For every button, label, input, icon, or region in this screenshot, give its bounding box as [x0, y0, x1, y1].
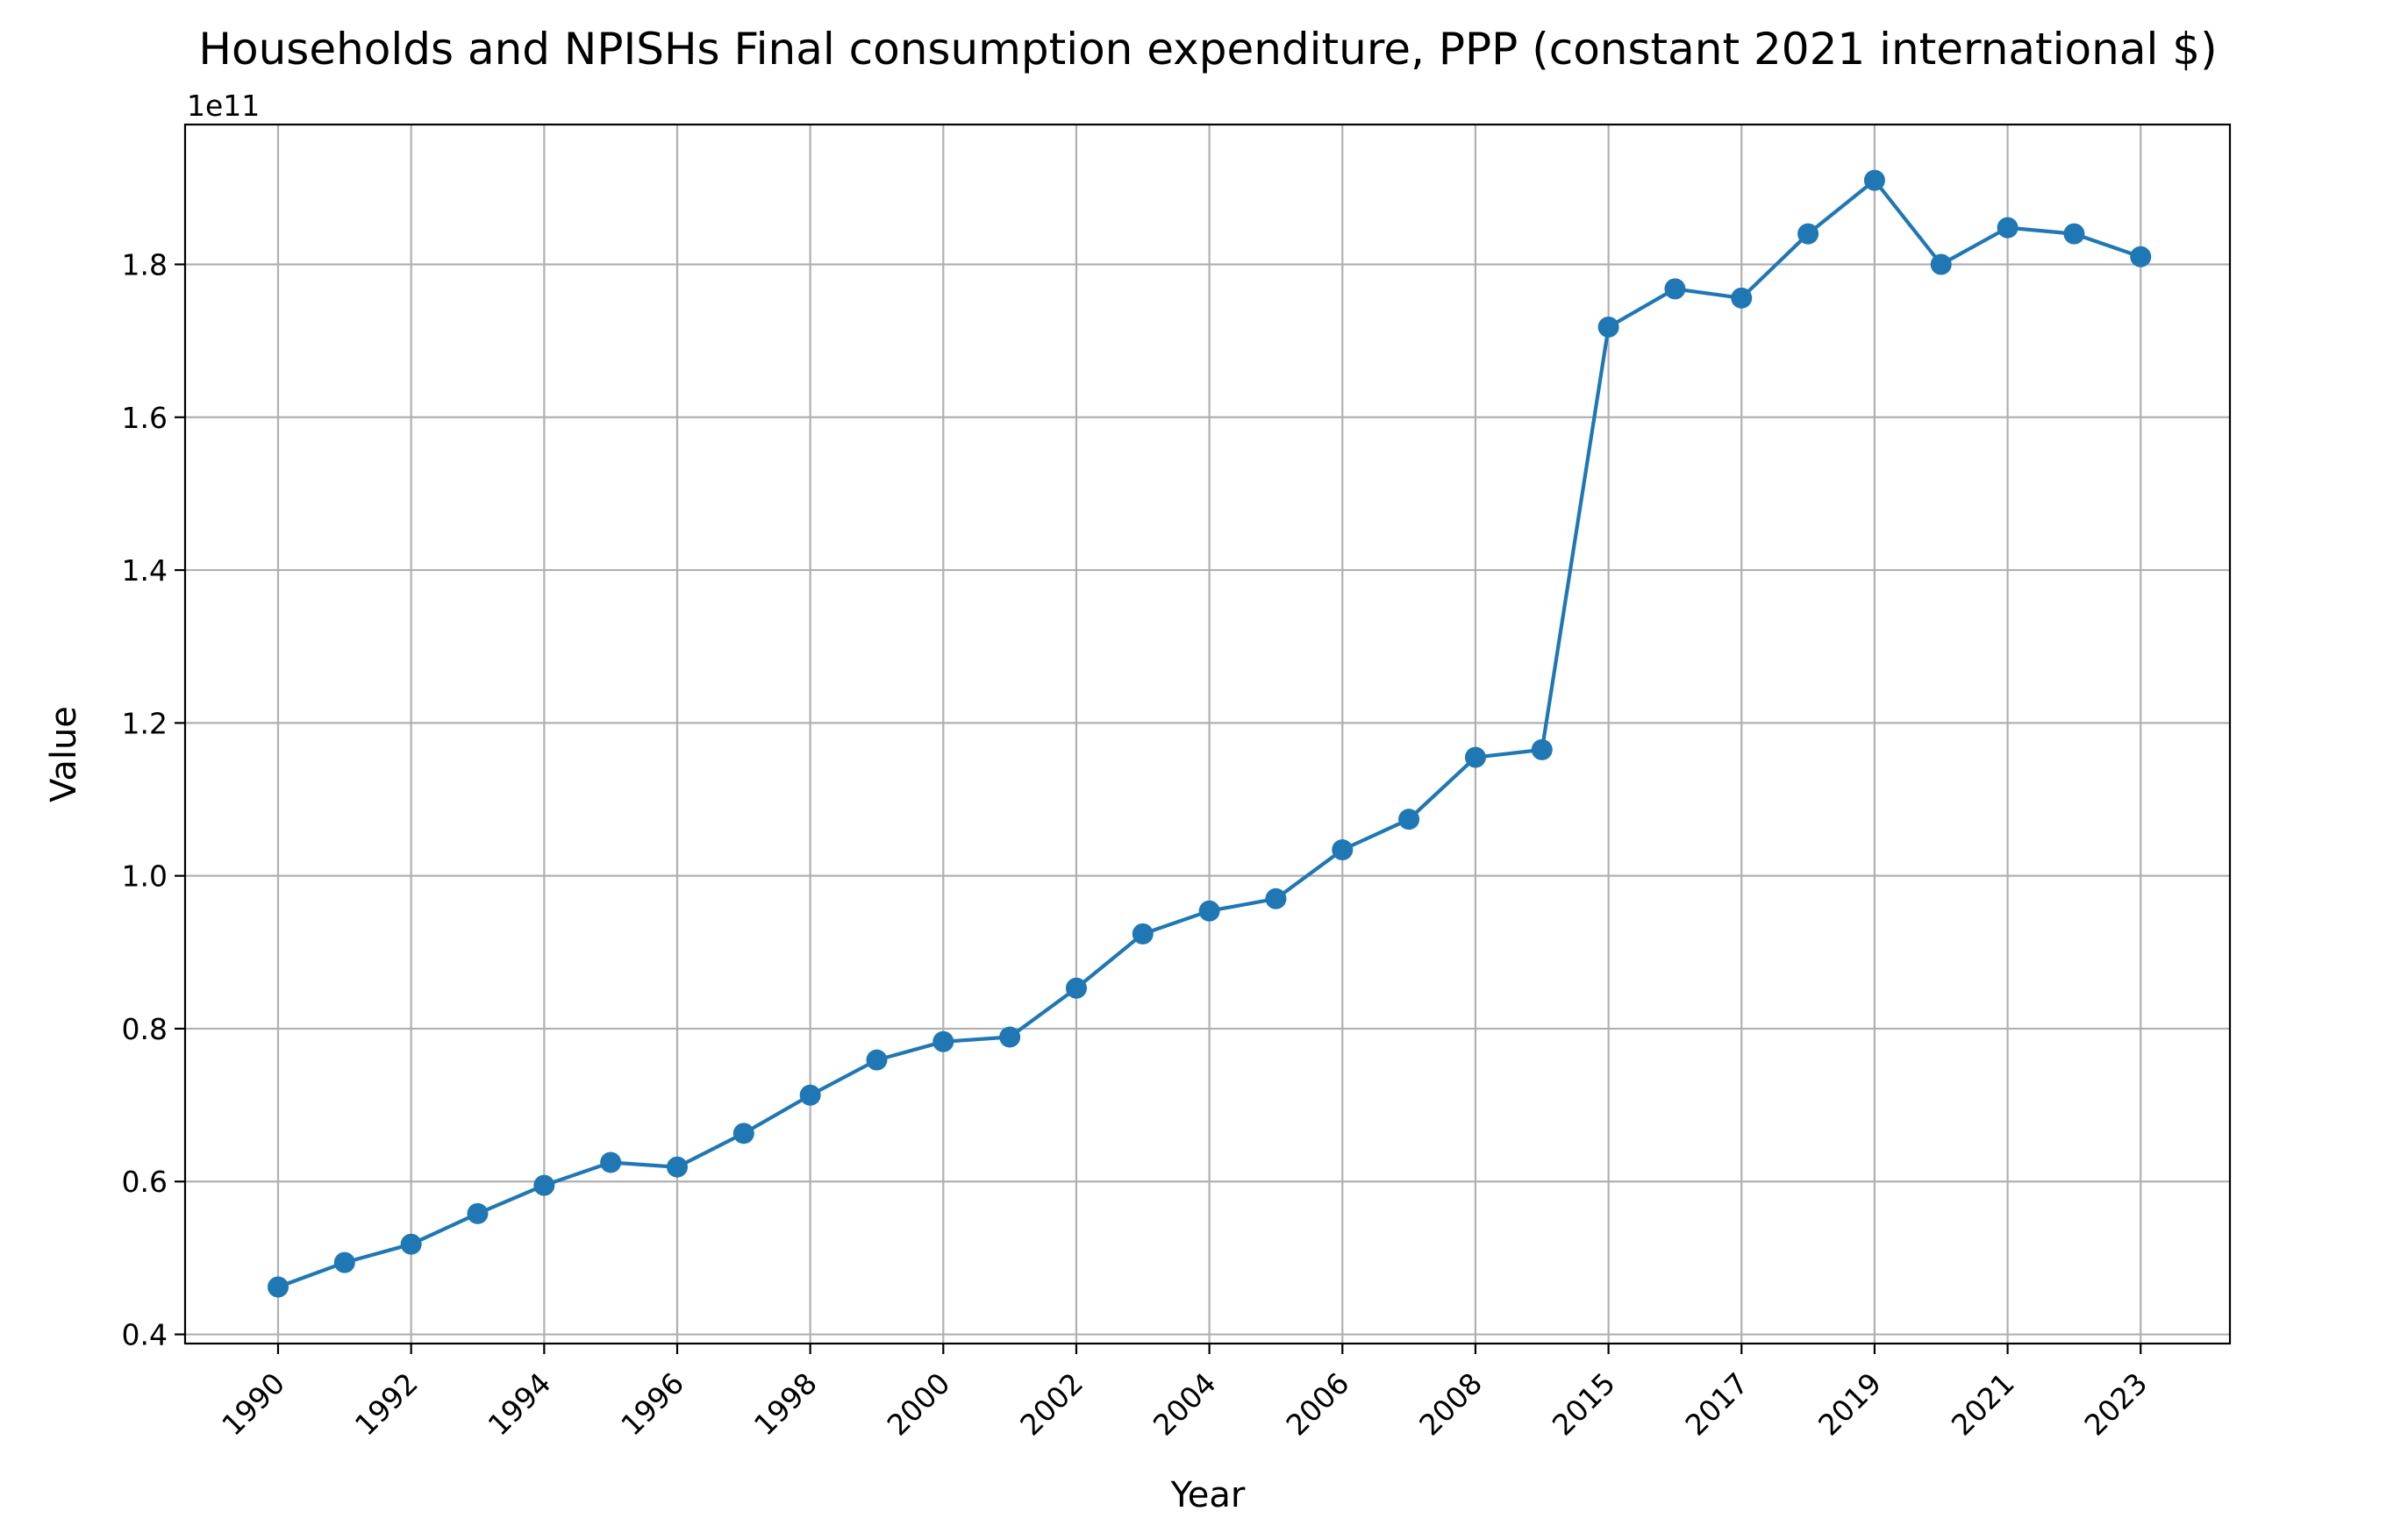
x-tick-label: 2008 [1412, 1366, 1489, 1443]
series-points [268, 169, 2152, 1298]
grid-lines [185, 125, 2230, 1344]
y-tick-label: 0.6 [122, 1165, 168, 1199]
plot-area-frame [183, 123, 2232, 1345]
y-axis-label: Value [44, 706, 84, 802]
data-point [333, 1251, 355, 1273]
x-tick-label: 1998 [747, 1366, 824, 1443]
data-point [1531, 738, 1553, 760]
data-point [866, 1049, 888, 1071]
x-tick-label: 2004 [1147, 1366, 1223, 1443]
x-tick-label: 2000 [881, 1366, 957, 1443]
y-tick-label: 1.0 [122, 859, 168, 894]
data-point [1930, 253, 1952, 275]
x-tick-label: 1994 [482, 1366, 558, 1443]
data-point [268, 1276, 289, 1298]
x-axis: 1990 1992 1994 1996 1998 2000 2002 2004 2006 2008… [215, 1344, 2154, 1443]
data-point [999, 1026, 1021, 1048]
data-point [1065, 977, 1087, 999]
data-point [1664, 278, 1686, 300]
y-tick-label: 0.8 [122, 1012, 168, 1046]
data-point [1132, 923, 1154, 945]
y-axis: 0.4 0.6 0.8 1.0 1.2 1.4 1.6 1.8 [122, 247, 185, 1352]
x-tick-label: 2017 [1678, 1366, 1754, 1443]
x-tick-label: 1996 [614, 1366, 690, 1443]
data-point [932, 1030, 954, 1052]
x-tick-label: 2019 [1811, 1366, 1888, 1443]
x-tick-label: 2021 [1945, 1366, 2021, 1443]
y-tick-label: 1.2 [122, 706, 168, 740]
chart-title: Households and NPISHs Final consumption … [198, 24, 2217, 75]
data-point [2130, 246, 2152, 267]
data-point [1398, 809, 1420, 831]
data-point [467, 1202, 489, 1224]
x-tick-label: 2006 [1280, 1366, 1356, 1443]
x-axis-label: Year [1170, 1475, 1246, 1515]
data-point [533, 1174, 555, 1196]
x-tick-label: 1990 [215, 1366, 291, 1443]
data-point [1597, 316, 1619, 338]
data-point [1731, 287, 1753, 309]
y-offset-label: 1e11 [187, 89, 260, 123]
data-point [1797, 223, 1819, 245]
data-point [732, 1123, 754, 1144]
data-point [666, 1156, 688, 1178]
data-point [2063, 223, 2085, 245]
x-tick-label: 2002 [1013, 1366, 1090, 1443]
data-point [1997, 217, 2019, 239]
data-point [1265, 888, 1287, 909]
x-tick-label: 1992 [348, 1366, 425, 1443]
x-tick-label: 2023 [2077, 1366, 2154, 1443]
data-point [1464, 746, 1486, 768]
x-tick-label: 2015 [1546, 1366, 1622, 1443]
data-point [1198, 900, 1220, 922]
data-point [1332, 839, 1354, 861]
data-point [400, 1233, 422, 1255]
data-point [1863, 169, 1885, 191]
y-tick-label: 1.8 [122, 247, 168, 282]
y-tick-label: 1.6 [122, 401, 168, 435]
data-point [799, 1084, 821, 1106]
y-tick-label: 1.4 [122, 553, 168, 588]
y-tick-label: 0.4 [122, 1318, 168, 1352]
data-point [600, 1151, 622, 1173]
